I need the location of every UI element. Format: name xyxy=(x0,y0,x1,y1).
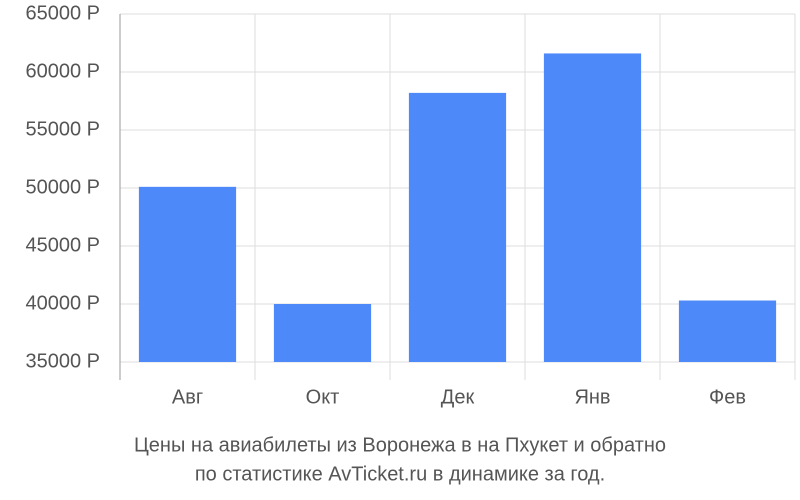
y-tick-label: 65000 Р xyxy=(25,2,100,24)
x-tick-label: Окт xyxy=(306,386,340,408)
bar xyxy=(408,92,507,362)
x-tick-label: Дек xyxy=(441,386,475,408)
bar xyxy=(678,300,777,362)
x-tick-label: Фев xyxy=(709,386,746,408)
chart-title: Цены на авиабилеты из Воронежа в на Пхук… xyxy=(134,434,666,456)
y-tick-label: 50000 Р xyxy=(25,176,100,198)
y-tick-label: 35000 Р xyxy=(25,350,100,372)
y-tick-label: 55000 Р xyxy=(25,118,100,140)
bar xyxy=(273,304,372,362)
bar xyxy=(138,186,237,362)
bar xyxy=(543,53,642,362)
chart-subtitle: по статистике AvTicket.ru в динамике за … xyxy=(195,463,605,485)
x-tick-label: Янв xyxy=(574,386,610,408)
y-tick-label: 40000 Р xyxy=(25,292,100,314)
y-tick-label: 45000 Р xyxy=(25,234,100,256)
y-tick-label: 60000 Р xyxy=(25,60,100,82)
x-tick-label: Авг xyxy=(172,386,203,408)
